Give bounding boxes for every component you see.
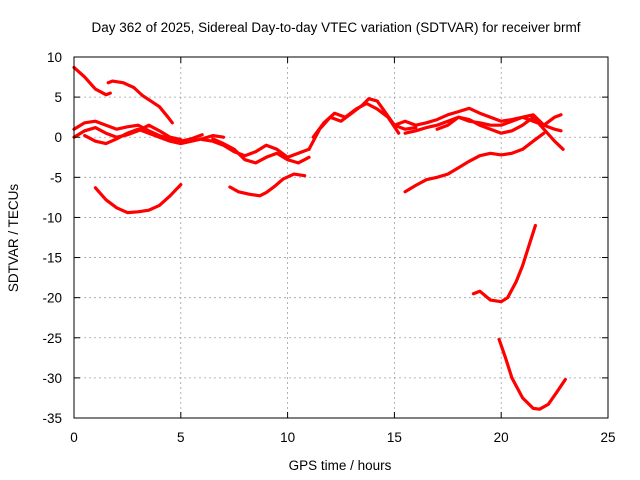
series-line-9 (228, 172, 307, 198)
x-tick-label: 5 (177, 430, 185, 445)
series-line-1 (72, 65, 112, 97)
series-line-2 (106, 79, 174, 125)
y-tick-labels: -35 -30 -25 -20 -15 -10 -5 0 5 10 (42, 50, 62, 426)
grid-lines (74, 57, 608, 418)
series-line-6 (93, 183, 183, 215)
x-tick-label: 25 (600, 430, 615, 445)
y-tick-label: -20 (42, 291, 62, 306)
series-group (72, 65, 567, 411)
series-line-16 (471, 223, 538, 304)
series-line-15 (403, 131, 546, 194)
series-line-14 (435, 115, 565, 151)
y-tick-label: 0 (54, 130, 62, 145)
y-tick-label: -35 (42, 411, 62, 426)
y-tick-label: -5 (50, 170, 62, 185)
series-line-7 (200, 138, 311, 159)
series-line-17 (497, 337, 567, 411)
x-tick-labels: 0 5 10 15 20 25 (70, 430, 615, 445)
series-line-11 (311, 101, 401, 139)
x-tick-label: 15 (387, 430, 402, 445)
y-tick-label: -10 (42, 210, 62, 225)
series-line-12 (392, 106, 563, 133)
y-axis-label: SDTVAR / TECUs (6, 184, 21, 293)
plot-frame (73, 56, 609, 419)
axis-ticks (73, 56, 609, 419)
x-tick-label: 0 (70, 430, 78, 445)
x-tick-label: 10 (280, 430, 295, 445)
y-tick-label: 10 (47, 50, 62, 65)
series-line-8 (211, 137, 311, 165)
x-tick-label: 20 (494, 430, 509, 445)
y-tick-label: -15 (42, 251, 62, 266)
y-tick-label: 5 (54, 90, 62, 105)
chart-title: Day 362 of 2025, Sidereal Day-to-day VTE… (92, 20, 581, 35)
y-tick-label: -30 (42, 371, 62, 386)
series-line-5 (83, 127, 226, 146)
y-tick-label: -25 (42, 331, 62, 346)
x-axis-label: GPS time / hours (289, 458, 392, 473)
